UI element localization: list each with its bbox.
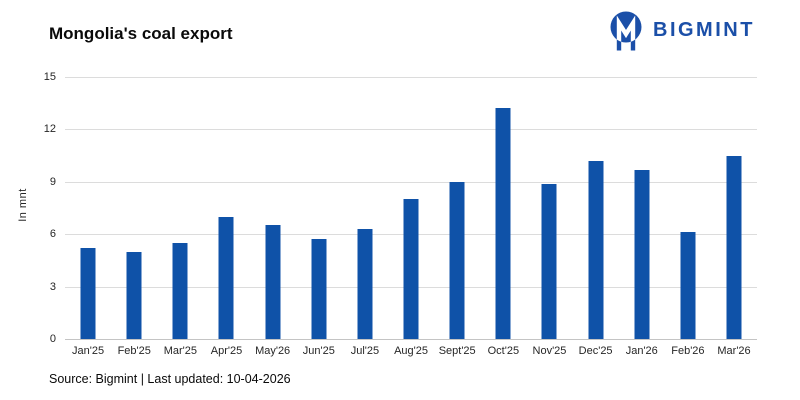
bar-Mar'25 bbox=[172, 242, 188, 339]
source-caption: Source: Bigmint | Last updated: 10-04-20… bbox=[49, 372, 291, 386]
y-tick-label: 12 bbox=[43, 123, 56, 136]
x-tick-label: Jun'25 bbox=[302, 345, 335, 357]
bar-slot bbox=[526, 77, 572, 339]
bigmint-logo: BIGMINT bbox=[606, 8, 755, 52]
x-tick-label: Apr'25 bbox=[210, 345, 243, 357]
bar-Oct'25 bbox=[495, 108, 511, 339]
bar-Jul'25 bbox=[357, 228, 373, 339]
bar-slot bbox=[250, 77, 296, 339]
bar-Nov'25 bbox=[541, 183, 557, 339]
plot-area bbox=[65, 77, 757, 340]
x-tick-label: Dec'25 bbox=[578, 345, 613, 357]
bigmint-monogram-icon bbox=[606, 8, 646, 52]
gridline bbox=[65, 129, 757, 131]
x-tick-label: Oct'25 bbox=[487, 345, 520, 357]
bar-slot bbox=[157, 77, 203, 339]
x-tick-label: Sept'25 bbox=[438, 345, 476, 357]
y-axis: 0 3 6 9 12 15 bbox=[20, 71, 56, 345]
x-tick-label: Aug'25 bbox=[394, 345, 429, 357]
bar-Jan'26 bbox=[634, 169, 650, 339]
bar-Apr'25 bbox=[218, 216, 234, 339]
x-tick-label: Feb'26 bbox=[671, 345, 705, 357]
bar-Aug'25 bbox=[403, 199, 419, 339]
bar-Mar'26 bbox=[726, 155, 742, 339]
x-tick-label: May'26 bbox=[255, 345, 291, 357]
x-tick-label: Jul'25 bbox=[350, 345, 380, 357]
y-tick-label: 15 bbox=[43, 71, 56, 83]
gridline bbox=[65, 77, 757, 78]
bar-slot bbox=[665, 77, 711, 339]
bar-slot bbox=[388, 77, 434, 339]
bigmint-wordmark: BIGMINT bbox=[653, 18, 755, 41]
bar-Sept'25 bbox=[449, 181, 465, 339]
bar-Jan'25 bbox=[80, 248, 96, 339]
bar-slot bbox=[480, 77, 526, 339]
bar-slot bbox=[65, 77, 111, 339]
y-tick-label: 9 bbox=[49, 175, 56, 188]
bar-slot bbox=[296, 77, 342, 339]
x-axis-line bbox=[65, 339, 757, 340]
chart-title: Mongolia's coal export bbox=[49, 24, 233, 43]
y-tick-label: 3 bbox=[49, 280, 56, 293]
bar-Dec'25 bbox=[588, 160, 604, 339]
bar-Feb'25 bbox=[126, 251, 142, 339]
bar-slot bbox=[203, 77, 249, 339]
x-tick-label: Mar'26 bbox=[717, 345, 751, 357]
bar-slot bbox=[111, 77, 157, 339]
gridline bbox=[65, 181, 757, 183]
bar-series bbox=[65, 77, 757, 339]
x-tick-label: Nov'25 bbox=[532, 345, 567, 357]
bar-Jun'25 bbox=[311, 239, 327, 339]
x-tick-label: Feb'25 bbox=[117, 345, 151, 357]
x-axis: Jan'25 Feb'25 Mar'25 Apr'25 May'26 Jun'25 Jul'… bbox=[65, 345, 757, 357]
bar-slot bbox=[573, 77, 619, 339]
bar-slot bbox=[434, 77, 480, 339]
bar-Feb'26 bbox=[680, 232, 696, 339]
bar-slot bbox=[342, 77, 388, 339]
bar-slot bbox=[619, 77, 665, 339]
y-tick-label: 0 bbox=[49, 333, 56, 345]
x-tick-label: Mar'25 bbox=[163, 345, 197, 357]
bar-slot bbox=[711, 77, 757, 339]
bar-May'26 bbox=[265, 225, 281, 339]
x-tick-label: Jan'26 bbox=[625, 345, 658, 357]
y-tick-label: 6 bbox=[49, 228, 56, 241]
x-tick-label: Jan'25 bbox=[72, 345, 105, 357]
